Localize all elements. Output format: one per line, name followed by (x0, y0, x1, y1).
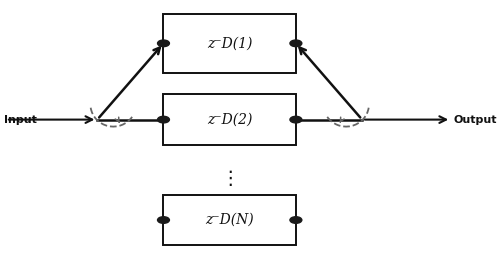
Circle shape (158, 217, 170, 223)
Text: z⁻D(N): z⁻D(N) (206, 213, 254, 227)
Text: z⁻D(1): z⁻D(1) (207, 36, 252, 50)
Circle shape (290, 116, 302, 123)
FancyBboxPatch shape (164, 14, 296, 72)
FancyBboxPatch shape (164, 94, 296, 145)
Text: z⁻D(2): z⁻D(2) (207, 113, 252, 127)
FancyBboxPatch shape (164, 195, 296, 245)
Text: Input: Input (3, 115, 36, 125)
Circle shape (290, 40, 302, 47)
Circle shape (158, 116, 170, 123)
Text: ⋮: ⋮ (220, 169, 240, 188)
Circle shape (290, 217, 302, 223)
Circle shape (158, 40, 170, 47)
Text: Output: Output (454, 115, 497, 125)
